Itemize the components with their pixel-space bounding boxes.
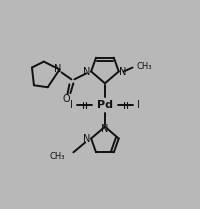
Text: CH₃: CH₃ <box>50 152 65 161</box>
Text: N: N <box>83 68 91 78</box>
Text: N: N <box>119 68 126 78</box>
Text: I: I <box>137 100 140 110</box>
Text: N: N <box>101 124 109 134</box>
Text: N: N <box>83 134 91 144</box>
Text: Pd: Pd <box>97 100 113 110</box>
Text: N: N <box>54 65 61 74</box>
Text: O: O <box>63 94 70 104</box>
Text: I: I <box>70 100 73 110</box>
Text: CH₃: CH₃ <box>136 62 152 71</box>
